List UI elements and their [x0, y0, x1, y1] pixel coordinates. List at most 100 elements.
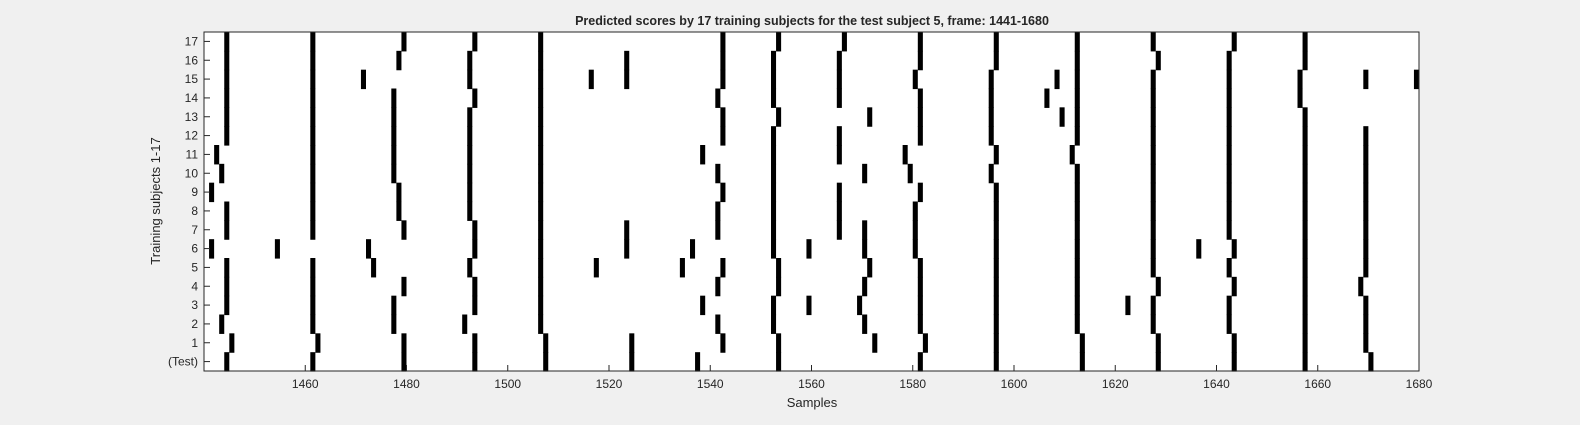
score-mark	[993, 258, 999, 278]
score-mark	[836, 50, 842, 71]
score-mark	[857, 295, 863, 316]
score-mark	[1302, 182, 1308, 203]
score-mark	[776, 258, 782, 278]
plot-area	[204, 32, 1419, 371]
score-mark	[862, 220, 868, 240]
score-mark	[1226, 314, 1232, 334]
score-mark	[1226, 220, 1232, 240]
score-mark	[771, 126, 777, 146]
score-mark	[391, 88, 397, 108]
score-mark	[1155, 333, 1161, 353]
y-tick-label: 8	[191, 204, 198, 218]
score-mark	[371, 258, 377, 278]
score-mark	[1196, 239, 1202, 259]
score-mark	[310, 163, 316, 184]
score-mark	[543, 333, 549, 353]
score-mark	[209, 182, 215, 203]
score-mark	[836, 182, 842, 203]
score-mark	[1074, 258, 1080, 278]
score-mark	[538, 314, 544, 334]
score-mark	[902, 145, 908, 165]
score-mark	[224, 352, 230, 372]
score-mark	[391, 126, 397, 146]
score-mark	[214, 145, 220, 165]
score-mark	[720, 107, 726, 127]
score-mark	[224, 126, 230, 146]
score-mark	[224, 258, 230, 278]
score-mark	[472, 333, 478, 353]
score-mark	[988, 107, 994, 127]
score-mark	[224, 50, 230, 71]
score-mark	[1302, 163, 1308, 184]
score-mark	[1413, 69, 1419, 90]
score-mark	[720, 182, 726, 203]
score-mark	[679, 258, 685, 278]
score-mark	[1231, 276, 1237, 297]
score-mark	[922, 333, 928, 353]
score-mark	[1074, 276, 1080, 297]
score-mark	[917, 258, 923, 278]
score-mark	[1226, 201, 1232, 221]
score-mark	[1297, 88, 1303, 108]
score-mark	[988, 126, 994, 146]
score-mark	[1226, 163, 1232, 184]
score-mark	[229, 333, 235, 353]
score-mark	[988, 88, 994, 108]
score-mark	[391, 314, 397, 334]
score-mark	[776, 352, 782, 372]
score-mark	[1302, 145, 1308, 165]
score-mark	[1302, 295, 1308, 316]
score-mark	[912, 201, 918, 221]
score-mark	[310, 107, 316, 127]
score-mark	[771, 50, 777, 71]
score-mark	[1074, 88, 1080, 108]
y-tick-label: 15	[185, 72, 199, 86]
score-mark	[538, 239, 544, 259]
score-mark	[806, 295, 812, 316]
score-mark	[720, 32, 726, 52]
x-tick-label: 1580	[899, 377, 926, 391]
score-mark	[538, 220, 544, 240]
score-mark	[1297, 69, 1303, 90]
score-mark	[1226, 295, 1232, 316]
score-mark	[401, 32, 407, 52]
score-mark	[472, 295, 478, 316]
score-mark	[310, 258, 316, 278]
score-mark	[472, 352, 478, 372]
score-mark	[1226, 145, 1232, 165]
score-mark	[993, 295, 999, 316]
score-mark	[1150, 145, 1156, 165]
score-mark	[1226, 88, 1232, 108]
score-mark	[771, 145, 777, 165]
score-mark	[224, 69, 230, 90]
score-mark	[219, 314, 225, 334]
score-mark	[867, 258, 873, 278]
score-mark	[771, 295, 777, 316]
score-mark	[1155, 276, 1161, 297]
score-mark	[1150, 182, 1156, 203]
score-mark	[917, 32, 923, 52]
score-mark	[1363, 201, 1369, 221]
score-mark	[467, 258, 473, 278]
score-mark	[1074, 201, 1080, 221]
score-mark	[1358, 276, 1364, 297]
x-axis: 1460 1480 1500 1520 1540 1560 1580 1600 1620 1640…	[292, 365, 1433, 391]
score-mark	[538, 295, 544, 316]
score-mark	[310, 32, 316, 52]
score-mark	[1302, 276, 1308, 297]
score-mark	[629, 333, 635, 353]
score-mark	[1074, 107, 1080, 127]
score-mark	[1074, 295, 1080, 316]
score-mark	[862, 314, 868, 334]
score-mark	[624, 239, 630, 259]
score-mark	[836, 69, 842, 90]
score-mark	[1074, 126, 1080, 146]
score-mark	[1074, 69, 1080, 90]
score-mark	[472, 220, 478, 240]
score-mark	[310, 314, 316, 334]
score-mark	[771, 314, 777, 334]
score-mark	[467, 69, 473, 90]
score-mark	[1074, 163, 1080, 184]
score-mark	[543, 352, 549, 372]
